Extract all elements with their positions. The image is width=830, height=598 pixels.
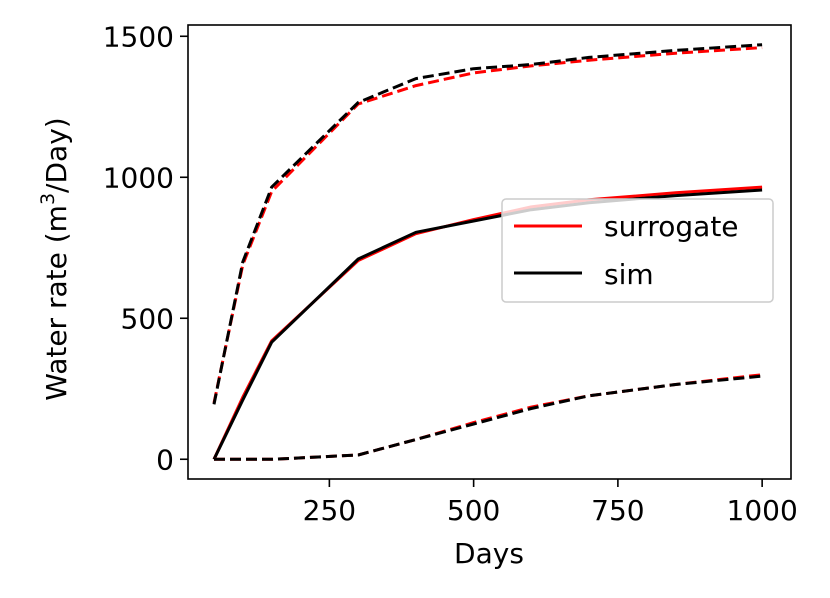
y-tick-label: 1000 xyxy=(103,161,174,194)
y-tick-label: 500 xyxy=(121,302,174,335)
y-axis-label: Water rate (m3/Day) xyxy=(37,117,73,400)
series-line-sim-lower xyxy=(214,374,763,461)
x-tick-label: 750 xyxy=(591,494,644,527)
legend-label-sim: sim xyxy=(604,258,654,291)
y-axis-label-prefix: Water rate (m xyxy=(40,205,73,401)
y-axis-label-superscript: 3 xyxy=(37,193,59,205)
y-axis-label-suffix: /Day) xyxy=(40,117,73,193)
ticks-layer: 250 500 750 1000 0 500 1000 1500 xyxy=(103,20,798,527)
series-layer xyxy=(212,43,763,461)
plot-frame xyxy=(187,24,792,480)
y-tick-label: 1500 xyxy=(103,20,174,53)
series-line-surrogate-lower xyxy=(214,373,763,461)
legend-label-surrogate: surrogate xyxy=(604,210,739,243)
x-tick-label: 1000 xyxy=(727,494,798,527)
x-tick-label: 250 xyxy=(303,494,356,527)
series-line-sim-upper xyxy=(212,43,763,405)
legend: surrogate sim xyxy=(501,198,774,303)
x-tick-label: 500 xyxy=(447,494,500,527)
x-axis-label: Days xyxy=(454,537,524,570)
y-tick-label: 0 xyxy=(156,443,174,476)
